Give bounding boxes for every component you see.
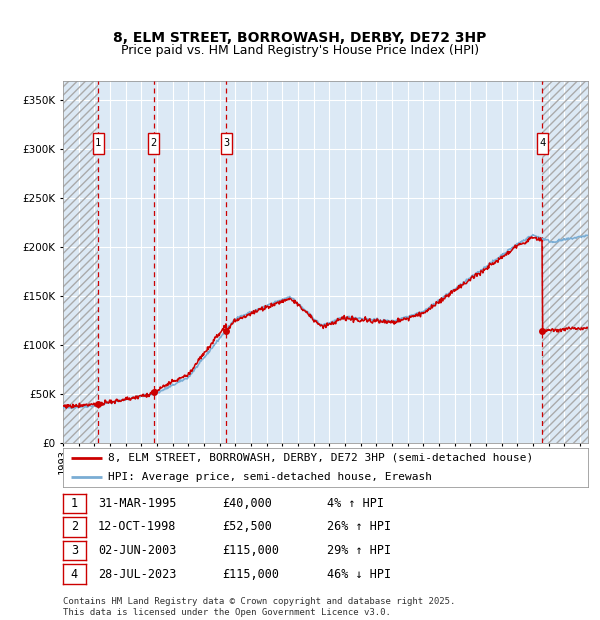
Text: 46% ↓ HPI: 46% ↓ HPI bbox=[327, 568, 391, 580]
Text: £115,000: £115,000 bbox=[222, 568, 279, 580]
FancyBboxPatch shape bbox=[221, 133, 232, 154]
Text: 29% ↑ HPI: 29% ↑ HPI bbox=[327, 544, 391, 557]
Text: 31-MAR-1995: 31-MAR-1995 bbox=[98, 497, 176, 510]
Text: 26% ↑ HPI: 26% ↑ HPI bbox=[327, 521, 391, 533]
Text: 4: 4 bbox=[71, 568, 78, 580]
Text: 3: 3 bbox=[71, 544, 78, 557]
FancyBboxPatch shape bbox=[148, 133, 159, 154]
Bar bbox=[542, 81, 588, 443]
FancyBboxPatch shape bbox=[93, 133, 104, 154]
Text: 8, ELM STREET, BORROWASH, DERBY, DE72 3HP: 8, ELM STREET, BORROWASH, DERBY, DE72 3H… bbox=[113, 32, 487, 45]
Text: 02-JUN-2003: 02-JUN-2003 bbox=[98, 544, 176, 557]
Text: 4: 4 bbox=[539, 138, 545, 148]
Text: 2: 2 bbox=[71, 521, 78, 533]
Text: 3: 3 bbox=[223, 138, 229, 148]
Text: 28-JUL-2023: 28-JUL-2023 bbox=[98, 568, 176, 580]
Text: Contains HM Land Registry data © Crown copyright and database right 2025.
This d: Contains HM Land Registry data © Crown c… bbox=[63, 598, 455, 617]
Text: HPI: Average price, semi-detached house, Erewash: HPI: Average price, semi-detached house,… bbox=[107, 472, 431, 482]
Text: Price paid vs. HM Land Registry's House Price Index (HPI): Price paid vs. HM Land Registry's House … bbox=[121, 45, 479, 57]
Text: 2: 2 bbox=[151, 138, 157, 148]
Bar bbox=[63, 81, 98, 443]
Text: £40,000: £40,000 bbox=[222, 497, 272, 510]
Text: 12-OCT-1998: 12-OCT-1998 bbox=[98, 521, 176, 533]
Text: £115,000: £115,000 bbox=[222, 544, 279, 557]
FancyBboxPatch shape bbox=[537, 133, 548, 154]
Text: 1: 1 bbox=[95, 138, 101, 148]
Text: 4% ↑ HPI: 4% ↑ HPI bbox=[327, 497, 384, 510]
Text: 8, ELM STREET, BORROWASH, DERBY, DE72 3HP (semi-detached house): 8, ELM STREET, BORROWASH, DERBY, DE72 3H… bbox=[107, 453, 533, 463]
Text: 1: 1 bbox=[71, 497, 78, 510]
Text: £52,500: £52,500 bbox=[222, 521, 272, 533]
